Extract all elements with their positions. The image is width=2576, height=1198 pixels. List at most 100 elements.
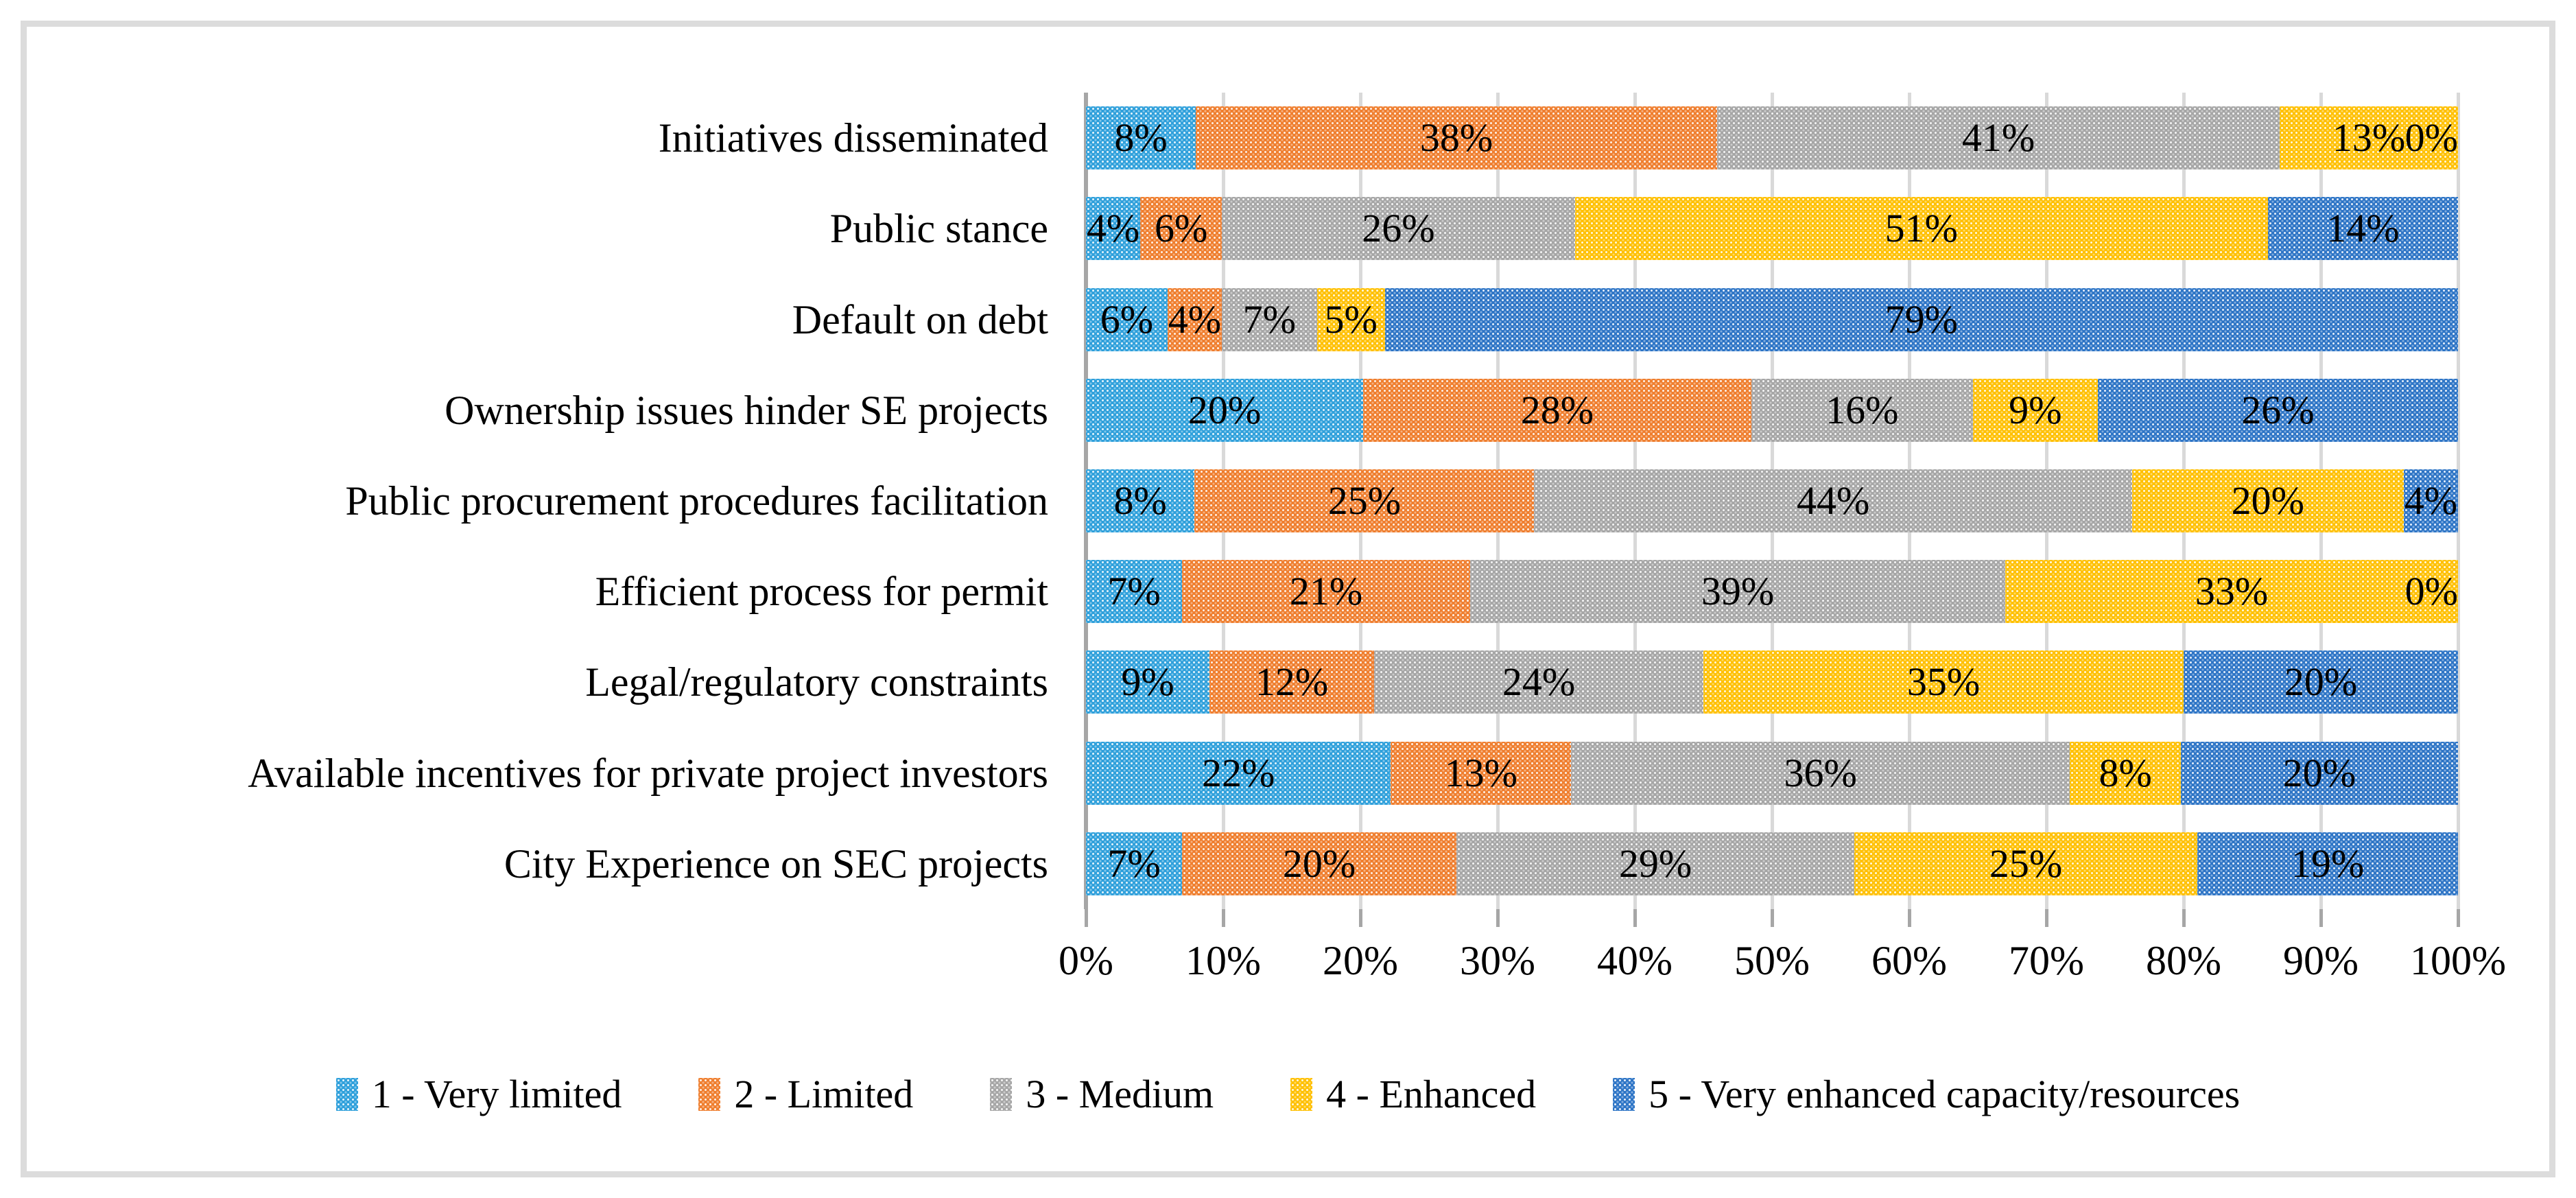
legend-item: 3 - Medium (990, 1074, 1214, 1114)
data-label: 20% (2282, 750, 2356, 795)
legend-item: 2 - Limited (698, 1074, 913, 1114)
category-label: Available incentives for private project… (248, 750, 1048, 796)
bar-segment: 4% (2403, 469, 2458, 532)
data-label: 6% (1154, 206, 1208, 251)
bar-segment: 7% (1222, 287, 1317, 351)
data-label: 44% (1796, 478, 1870, 523)
data-label: 20% (1187, 387, 1262, 432)
bar-segment: 44% (1534, 469, 2132, 532)
bar-segment: 41% (1717, 106, 2280, 170)
bar-segment: 16% (1751, 378, 1973, 442)
bar-segment: 6% (1140, 197, 1222, 261)
bar-segment: 8% (1086, 469, 1195, 532)
data-label: 8% (1114, 115, 1168, 161)
bar-segment: 20% (1182, 832, 1456, 895)
plot-area: 0% 10% 20% 30% 40% 50% 60% 70% 80% 90% 100% 8% 38% 41… (1059, 93, 2506, 981)
bar-segment: 24% (1374, 650, 1703, 714)
data-label: 8% (2099, 750, 2152, 795)
bar-segment: 26% (2097, 378, 2458, 442)
bar-segment: 9% (1972, 378, 2098, 442)
legend-label: 3 - Medium (1026, 1072, 1214, 1116)
data-label: 9% (1121, 659, 1174, 705)
bar-segment: 13% (1391, 741, 1572, 805)
axis-tick (2319, 909, 2323, 927)
bar-segment: 19% (2197, 832, 2458, 895)
legend-swatch (698, 1078, 721, 1111)
bar-segment: 33% (2005, 560, 2458, 624)
category-label: City Experience on SEC projects (504, 841, 1048, 886)
data-label: 7% (1242, 296, 1296, 342)
category-label: Default on debt (792, 296, 1048, 342)
data-label: 7% (1107, 841, 1161, 886)
data-label: 7% (1107, 569, 1161, 614)
legend-swatch (335, 1078, 358, 1111)
x-tick-label: 10% (1185, 938, 1261, 983)
axis-tick (2457, 909, 2460, 927)
data-label: 12% (1255, 659, 1329, 705)
legend-label: 4 - Enhanced (1326, 1072, 1537, 1116)
axis-tick (1359, 909, 1362, 927)
bar-segment: 36% (1571, 741, 2070, 805)
axis-tick (1633, 909, 1637, 927)
x-tick-label: 100% (2410, 938, 2506, 983)
legend-item: 5 - Very enhanced capacity/resources (1613, 1074, 2240, 1114)
data-label: 25% (1327, 478, 1402, 523)
bar-segment: 20% (2131, 469, 2404, 532)
data-label: 26% (1362, 206, 1435, 251)
legend-swatch (1613, 1078, 1635, 1111)
data-label: 25% (1989, 841, 2063, 886)
data-label: 13% (2332, 115, 2406, 161)
data-label: 28% (1520, 387, 1594, 432)
bar-segment: 25% (1854, 832, 2197, 895)
legend-label: 1 - Very limited (371, 1072, 622, 1116)
x-tick-label: 90% (2283, 938, 2359, 983)
data-label: 36% (1784, 750, 1857, 795)
bar-segment: 39% (1470, 560, 2005, 624)
data-label: 4% (1168, 296, 1222, 342)
x-tick-label: 40% (1597, 938, 1673, 983)
bar-segment: 8% (1086, 106, 1196, 170)
bar-segment: 8% (2070, 741, 2181, 805)
legend-label: 5 - Very enhanced capacity/resources (1649, 1072, 2241, 1116)
x-tick-label: 20% (1323, 938, 1398, 983)
gridline (2457, 93, 2460, 909)
bar-segment: 35% (1703, 650, 2184, 714)
category-label: Public stance (829, 206, 1048, 252)
data-label: 26% (2241, 387, 2315, 432)
data-label: 8% (1113, 478, 1167, 523)
category-label: Efficient process for permit (595, 569, 1048, 615)
data-label: 41% (1961, 115, 2035, 161)
bar-segment: 7% (1086, 832, 1182, 895)
category-label: Initiatives disseminated (658, 115, 1048, 161)
x-tick-label: 60% (1871, 938, 1947, 983)
category-axis: Initiatives disseminated Public stance Def… (0, 93, 1048, 909)
bar-segment: 4% (1167, 287, 1222, 351)
data-label: 79% (1884, 296, 1958, 342)
bar-segment: 38% (1196, 106, 1717, 170)
x-tick-label: 30% (1460, 938, 1535, 983)
x-tick-label: 80% (2146, 938, 2221, 983)
bar-row: 9% 12% 24% 35% 20% (1086, 650, 2458, 714)
data-label: 29% (1618, 841, 1692, 886)
bar-segment: 25% (1194, 469, 1535, 532)
bar-segment: 6% (1086, 287, 1168, 351)
data-label: 33% (2195, 569, 2269, 614)
data-label: 6% (1100, 296, 1154, 342)
bar-segment: 51% (1574, 197, 2268, 261)
legend-item: 1 - Very limited (335, 1072, 622, 1116)
data-label: 16% (1825, 387, 1899, 432)
bar-segment: 28% (1363, 378, 1751, 442)
bar-segment: 20% (2184, 650, 2458, 714)
bar-segment: 22% (1086, 741, 1391, 805)
data-label: 38% (1419, 115, 1493, 161)
bar-segment: 29% (1456, 832, 1854, 895)
data-label: 5% (1324, 296, 1378, 342)
x-tick-label: 0% (1059, 938, 1113, 983)
data-label: 35% (1906, 659, 1981, 705)
bar-row: 22% 13% 36% 8% 20% (1086, 741, 2458, 805)
category-label: Public procurement procedures facilitati… (345, 478, 1048, 524)
bar-row: 8% 25% 44% 20% 4% (1086, 469, 2458, 532)
data-label: 39% (1701, 569, 1775, 614)
legend-item: 4 - Enhanced (1290, 1074, 1536, 1114)
